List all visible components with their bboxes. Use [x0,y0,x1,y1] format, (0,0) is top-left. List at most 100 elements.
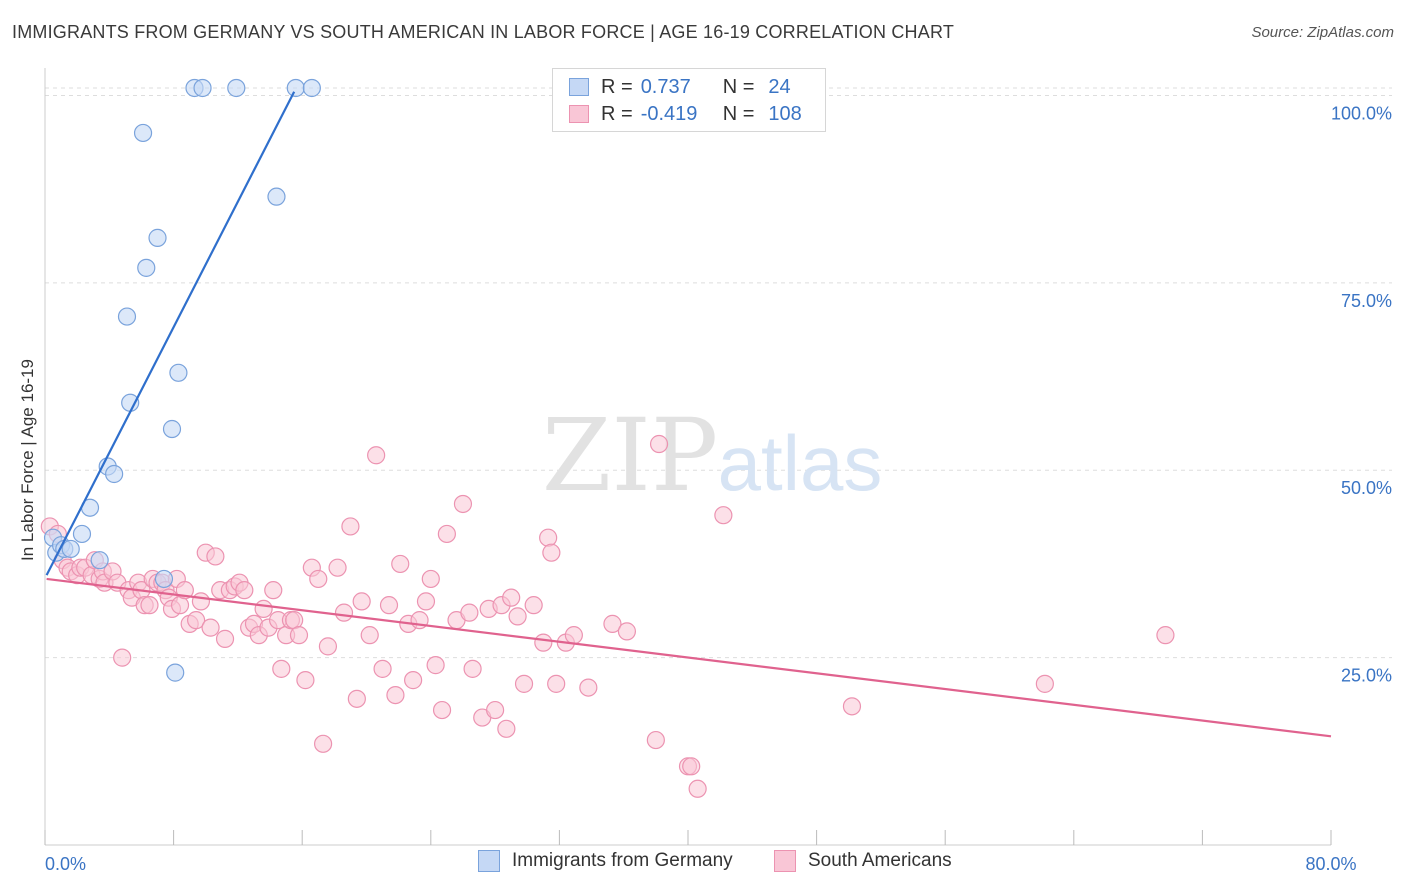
x-tick-label: 0.0% [45,854,86,874]
legend-r-value: -0.419 [640,102,698,125]
point-south-american [391,554,410,574]
point-germany [72,524,92,544]
point-germany [286,78,305,98]
point-south-american [379,596,399,615]
point-south-american [140,596,159,615]
watermark: ZIP atlas [542,397,883,514]
point-south-american [215,629,235,648]
legend-label-south-americans: South Americans [808,850,952,871]
point-south-american [842,697,862,716]
point-south-american [437,524,456,544]
point-germany [193,78,212,98]
y-tick-label: 25.0% [1341,666,1392,686]
legend-row-germany: R = 0.737 N = 24 [569,74,791,100]
trend-line-germany [45,91,296,576]
point-south-american [463,659,482,678]
point-south-american [542,543,561,562]
point-south-american [649,434,669,454]
legend-item-germany: Immigrants from Germany [478,850,733,872]
point-south-american [1156,626,1175,645]
y-tick-label: 75.0% [1341,291,1392,311]
chart-title: IMMIGRANTS FROM GERMANY VS SOUTH AMERICA… [12,22,955,42]
point-south-american [426,656,445,675]
point-south-american [191,592,211,611]
point-germany [133,123,153,143]
point-germany [162,419,182,439]
point-germany [154,569,174,589]
point-south-american [296,671,315,690]
trend-line-south-americans [46,577,1332,738]
point-south-american [486,700,505,720]
point-germany [61,539,80,559]
point-south-american [421,569,440,589]
point-south-american [373,659,392,678]
point-south-american [328,558,347,577]
legend-row-south-americans: R = -0.419 N = 108 [569,101,802,127]
point-south-american [201,618,220,637]
point-germany [267,187,286,206]
legend-swatch-south-americans [774,850,796,872]
point-south-american [334,603,354,622]
point-south-american [313,734,333,753]
point-south-american [235,581,254,600]
y-axis-label: In Labor Force | Age 16-19 [18,359,37,561]
watermark-zip: ZIP [542,397,718,514]
point-south-american [453,494,473,514]
point-south-american [272,659,291,678]
point-south-american [547,674,566,693]
point-south-american [564,626,583,645]
y-tick-label: 100.0% [1331,103,1392,123]
point-germany [137,258,156,277]
legend-swatch-germany [478,850,500,872]
point-germany [166,663,185,682]
point-south-american [534,633,553,652]
point-south-american [367,446,386,465]
trend-lines [45,91,1332,738]
point-south-american [497,719,516,738]
legend-swatch-blue [569,78,589,96]
point-south-american [539,528,558,547]
legend-n-value: 24 [768,75,791,98]
point-south-american [460,603,479,622]
point-south-american [682,757,701,776]
point-south-american [386,685,405,705]
legend-item-south-americans: South Americans [774,850,952,872]
point-south-american [432,700,452,720]
point-south-american [187,611,206,630]
point-germany [117,307,137,326]
stats-legend: R = 0.737 N = 24 R = -0.419 N = 108 [552,68,826,132]
point-south-american [113,648,132,667]
legend-r-value: 0.737 [640,75,691,98]
point-south-american [579,678,598,697]
legend-r-label: R = [601,102,633,125]
point-south-american [206,547,225,566]
point-germany [169,363,188,382]
legend-n-value: 108 [768,102,802,125]
tick-labels: 25.0% 50.0% 75.0% 100.0% 0.0% 80.0% [45,103,1392,874]
point-germany [121,393,140,412]
point-south-american [254,599,273,619]
point-south-american [360,626,379,645]
series-immigrants-germany [43,78,321,682]
legend-n-label: N = [722,102,755,125]
point-germany [148,228,167,247]
point-south-american [416,592,436,611]
series-south-americans [40,434,1175,798]
legend-swatch-pink [569,105,589,123]
point-south-american [714,506,733,525]
axes [44,68,1332,846]
point-south-american [508,607,527,626]
point-south-american [341,517,360,536]
x-tick-label: 80.0% [1305,854,1356,874]
point-germany [105,464,124,484]
source-label: Source: ZipAtlas.com [1251,24,1394,41]
grid-lines [45,87,1392,659]
point-south-american [514,674,534,693]
legend-n-label: N = [722,75,755,98]
point-south-american [285,611,304,630]
legend-r-label: R = [601,75,633,98]
y-tick-label: 50.0% [1341,478,1392,498]
point-south-american [170,596,190,615]
point-south-american [347,689,366,708]
